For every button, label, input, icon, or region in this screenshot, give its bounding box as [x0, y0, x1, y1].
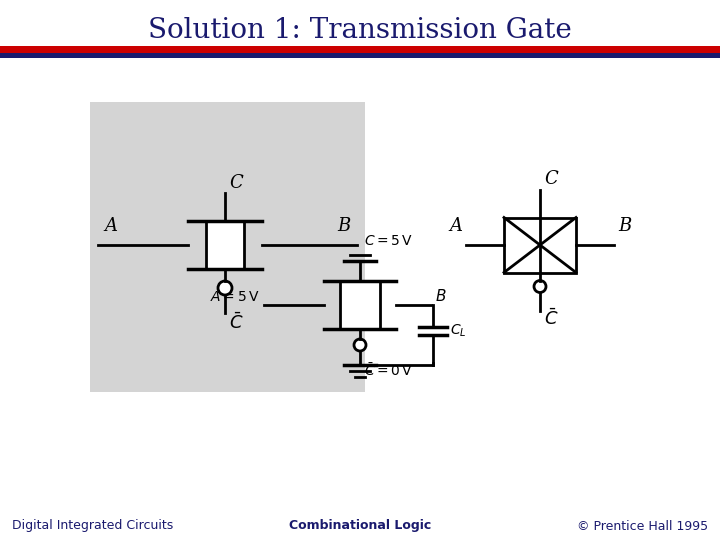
Bar [340, 281, 380, 329]
Circle shape [534, 280, 546, 293]
Bar [0, 53, 720, 58]
Text: C: C [544, 171, 558, 188]
Bar [0, 46, 720, 53]
Bar [90, 102, 365, 392]
Text: A: A [104, 217, 117, 235]
Bar [206, 221, 244, 269]
Circle shape [354, 339, 366, 351]
Text: Digital Integrated Circuits: Digital Integrated Circuits [12, 519, 174, 532]
Text: $C = 5\,\mathrm{V}$: $C = 5\,\mathrm{V}$ [364, 234, 413, 248]
Text: $\bar{C}$: $\bar{C}$ [544, 308, 559, 329]
Text: © Prentice Hall 1995: © Prentice Hall 1995 [577, 519, 708, 532]
Text: Solution 1: Transmission Gate: Solution 1: Transmission Gate [148, 17, 572, 44]
Text: $\bar{C} = 0\,\mathrm{V}$: $\bar{C} = 0\,\mathrm{V}$ [364, 362, 413, 380]
Text: C: C [229, 174, 243, 192]
Text: $\bar{C}$: $\bar{C}$ [229, 313, 243, 333]
Text: B: B [618, 217, 631, 235]
Text: $B$: $B$ [435, 288, 446, 304]
Text: $C_L$: $C_L$ [450, 323, 467, 339]
Text: A: A [449, 217, 462, 235]
Text: Combinational Logic: Combinational Logic [289, 519, 431, 532]
Circle shape [218, 281, 232, 295]
Text: B: B [338, 217, 351, 235]
Bar [504, 218, 576, 273]
Text: $A = 5\,\mathrm{V}$: $A = 5\,\mathrm{V}$ [210, 290, 260, 304]
